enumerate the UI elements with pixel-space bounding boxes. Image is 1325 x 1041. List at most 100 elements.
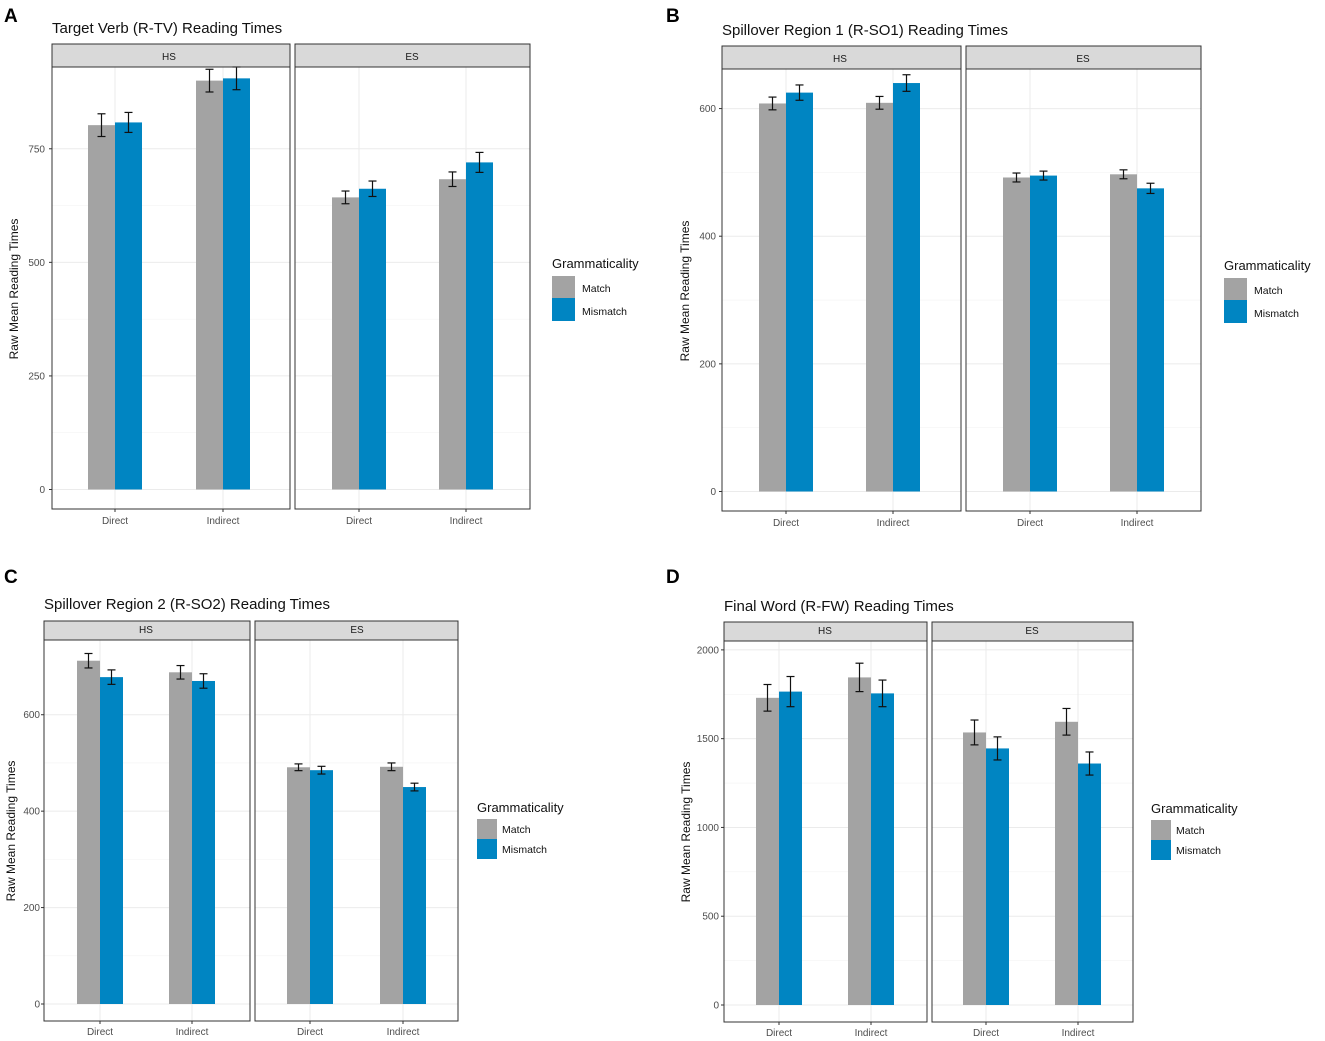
panel-letter: A: [4, 6, 18, 27]
y-tick-label: 250: [28, 371, 45, 382]
x-tick-label: Direct: [346, 516, 372, 527]
x-tick-label: Direct: [1017, 518, 1043, 529]
y-axis-label: Raw Mean Reading Times: [7, 219, 21, 360]
facet-label-hs: HS: [139, 625, 153, 636]
x-tick-label: Direct: [102, 516, 128, 527]
bar-mismatch: [359, 188, 386, 490]
y-tick-label: 750: [28, 144, 45, 155]
facet-label-es: ES: [405, 52, 419, 63]
x-tick-label: Indirect: [1121, 518, 1154, 529]
facet-background: [966, 69, 1201, 511]
y-tick-label: 500: [702, 912, 719, 923]
legend-label-mismatch: Mismatch: [582, 306, 627, 318]
facet-frame: [931, 640, 1134, 1023]
legend-label-match: Match: [502, 824, 531, 836]
x-tick-label: Direct: [766, 1028, 792, 1039]
facet-label-hs: HS: [818, 626, 832, 637]
legend-label-mismatch: Mismatch: [1176, 845, 1221, 857]
legend-swatch-match: [1151, 820, 1171, 840]
chart-title: Spillover Region 1 (R-SO1) Reading Times: [722, 22, 1008, 39]
bar-mismatch: [1137, 188, 1164, 492]
bar-match: [756, 697, 779, 1005]
bar-mismatch: [115, 122, 142, 490]
facet-frame: [721, 68, 962, 512]
bar-mismatch: [223, 78, 250, 490]
x-tick-label: Indirect: [1062, 1028, 1095, 1039]
bar-mismatch: [786, 92, 813, 492]
y-tick-label: 0: [39, 485, 45, 496]
legend-swatch-mismatch: [1151, 840, 1171, 860]
facet-background: [724, 641, 927, 1022]
plot-area: 0 200 400 600: [699, 45, 1247, 514]
bar-mismatch: [893, 83, 920, 492]
facet-background: [52, 67, 290, 509]
x-tick-label: Direct: [773, 518, 799, 529]
x-tick-label: Indirect: [855, 1028, 888, 1039]
legend-title: Grammaticality: [1224, 258, 1311, 273]
facet-frame: [723, 640, 928, 1023]
facet-background: [722, 69, 961, 511]
y-tick-label: 400: [699, 232, 716, 243]
panel-letter: B: [666, 6, 680, 27]
bar-mismatch: [403, 787, 426, 1004]
bar-match: [963, 732, 986, 1005]
y-axis-label: Raw Mean Reading Times: [678, 221, 692, 362]
x-tick-label: Indirect: [450, 516, 483, 527]
legend-title: Grammaticality: [552, 256, 639, 271]
bar-match: [77, 660, 100, 1004]
bar-mismatch: [310, 770, 333, 1004]
facet-label-hs: HS: [833, 54, 847, 65]
y-tick-label: 600: [23, 710, 40, 721]
bar-match: [196, 80, 223, 490]
facet-frame: [51, 66, 291, 510]
facet-frame: [254, 639, 459, 1022]
bar-match: [866, 102, 893, 492]
bar-match: [1055, 721, 1078, 1005]
bar-mismatch: [100, 677, 123, 1004]
x-tick-label: Indirect: [387, 1027, 420, 1038]
legend-swatch-match: [477, 819, 497, 839]
legend-swatch-mismatch: [1224, 300, 1247, 323]
bar-match: [332, 197, 359, 490]
bar-match: [759, 103, 786, 492]
legend-label-match: Match: [1254, 285, 1283, 297]
facet-label-es: ES: [350, 625, 364, 636]
bar-mismatch: [466, 162, 493, 490]
legend-title: Grammaticality: [1151, 801, 1238, 816]
legend-label-mismatch: Mismatch: [502, 844, 547, 856]
bar-mismatch: [986, 748, 1009, 1005]
bar-mismatch: [871, 693, 894, 1005]
bar-match: [88, 125, 115, 490]
bar-match: [169, 672, 192, 1004]
legend-swatch-mismatch: [552, 298, 575, 321]
panel-a: 0 250 500 750 A Target Verb (R-TV) Reading …: [4, 6, 639, 527]
x-tick-label: Direct: [973, 1028, 999, 1039]
facet-label-es: ES: [1025, 626, 1039, 637]
y-tick-label: 200: [699, 359, 716, 370]
y-tick-label: 1000: [697, 823, 720, 834]
chart-title: Spillover Region 2 (R-SO2) Reading Times: [44, 596, 330, 613]
bar-match: [380, 766, 403, 1004]
legend-swatch-mismatch: [477, 839, 497, 859]
chart-title: Target Verb (R-TV) Reading Times: [52, 20, 282, 37]
facet-frame: [294, 66, 531, 510]
bar-match: [1110, 174, 1137, 492]
plot-area: 0 500 1000 1500 2000: [697, 621, 1171, 1025]
x-tick-label: Direct: [297, 1027, 323, 1038]
legend-label-match: Match: [582, 283, 611, 295]
y-tick-label: 400: [23, 807, 40, 818]
panel-d: 0 500 1000 1500 2000 D Final Word (R-FW) Rea…: [666, 567, 1238, 1039]
y-tick-label: 0: [34, 1000, 40, 1011]
bar-mismatch: [192, 680, 215, 1004]
panel-b: 0 200 400 600 B Spillover Region 1 (R-SO1) …: [666, 6, 1311, 529]
y-tick-label: 500: [28, 258, 45, 269]
bar-mismatch: [1078, 763, 1101, 1005]
bar-match: [1003, 177, 1030, 492]
x-tick-label: Direct: [87, 1027, 113, 1038]
facet-label-hs: HS: [162, 52, 176, 63]
legend-label-match: Match: [1176, 825, 1205, 837]
plot-area: 0 200 400 600: [23, 620, 497, 1024]
x-tick-label: Indirect: [176, 1027, 209, 1038]
bar-mismatch: [1030, 175, 1057, 492]
